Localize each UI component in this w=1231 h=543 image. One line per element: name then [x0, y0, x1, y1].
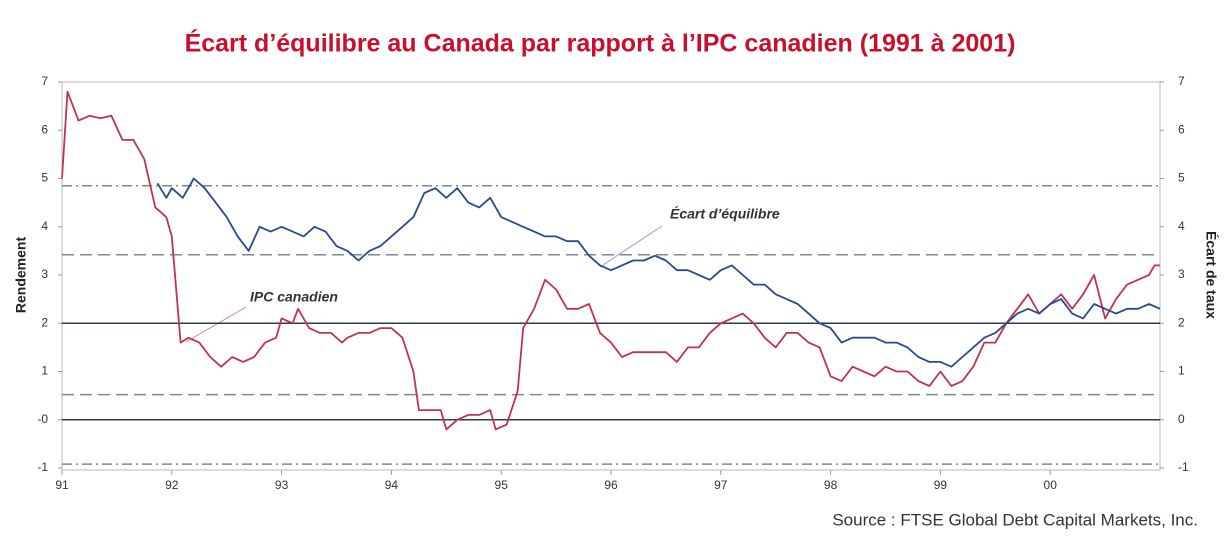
y-tick-label: -1 — [37, 460, 48, 474]
chart-title: Écart d’équilibre au Canada par rapport … — [185, 29, 1016, 58]
x-tick-label: 94 — [385, 478, 399, 492]
x-tick-label: 00 — [1044, 478, 1058, 492]
y-tick-label: 3 — [41, 267, 48, 281]
y2-tick-label: 6 — [1178, 122, 1185, 136]
x-tick-label: 99 — [934, 478, 948, 492]
y-tick-label: 4 — [41, 219, 48, 233]
x-tick-label: 97 — [714, 478, 728, 492]
y2-tick-label: 5 — [1178, 171, 1185, 185]
y-tick-label: 1 — [41, 364, 48, 378]
plot-frame — [61, 81, 1161, 471]
y-tick-label: 5 — [41, 171, 48, 185]
y-tick-label: 2 — [41, 315, 48, 329]
x-tick-label: 93 — [275, 478, 289, 492]
x-tick-label: 98 — [824, 478, 838, 492]
y2-tick-label: -1 — [1178, 460, 1189, 474]
source: Source : FTSE Global Debt Capital Market… — [832, 510, 1198, 529]
x-tick-label: 96 — [604, 478, 618, 492]
series-annotation: IPC canadien — [250, 289, 338, 305]
x-tick-label: 91 — [55, 478, 69, 492]
annotation-arrow — [599, 225, 663, 268]
series-line — [61, 90, 1160, 431]
y2-tick-label: 4 — [1178, 219, 1185, 233]
x-tick-label: 95 — [495, 478, 509, 492]
y2-tick-label: 1 — [1178, 364, 1185, 378]
y-tick-label: 7 — [41, 74, 48, 88]
y2-tick-label: 7 — [1178, 74, 1185, 88]
x-tick-label: 92 — [165, 478, 179, 492]
y2-tick-label: 2 — [1178, 315, 1185, 329]
y-tick-label: 6 — [41, 122, 48, 136]
annotation-arrow — [185, 306, 247, 343]
series-line — [156, 177, 1161, 368]
y2-axis-title: Écart de taux — [1203, 231, 1219, 319]
series-annotation: Écart d’équilibre — [670, 206, 780, 222]
y-tick-label: -0 — [37, 412, 48, 426]
y2-tick-label: 0 — [1178, 412, 1185, 426]
y-axis-title: Rendement — [13, 237, 29, 314]
y2-tick-label: 3 — [1178, 267, 1185, 281]
